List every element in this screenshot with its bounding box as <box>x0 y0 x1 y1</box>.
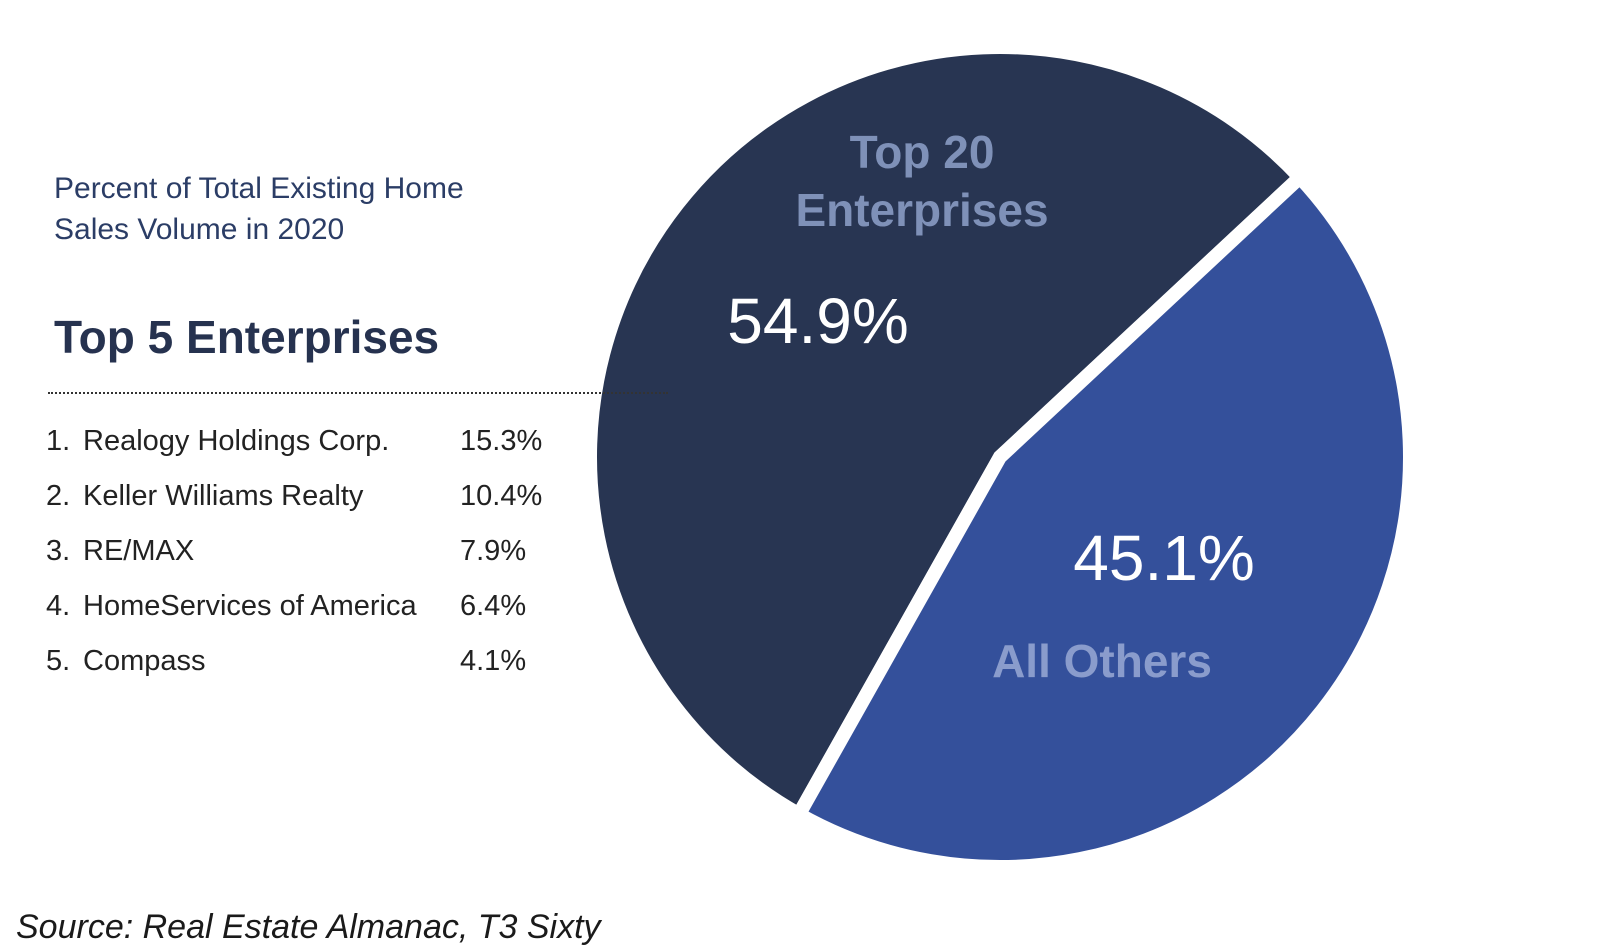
ranking-title: Top 5 Enterprises <box>54 311 440 363</box>
ranking-row: 4. HomeServices of America 6.4% <box>46 590 566 645</box>
enterprise-name: Compass <box>83 645 206 677</box>
enterprise-share: 6.4% <box>460 590 527 622</box>
rank-number: 2. <box>46 480 71 512</box>
chart-title: Percent of Total Existing Home Sales Vol… <box>54 172 464 246</box>
enterprise-share: 4.1% <box>460 645 527 677</box>
ranking-list: 1. Realogy Holdings Corp. 15.3% 2. Kelle… <box>46 425 566 700</box>
ranking-row: 2. Keller Williams Realty 10.4% <box>46 480 566 535</box>
enterprise-name: RE/MAX <box>83 535 195 567</box>
rank-number: 4. <box>46 590 71 622</box>
slice-name-label: Top 20 <box>850 126 995 178</box>
ranking-row: 1. Realogy Holdings Corp. 15.3% <box>46 425 566 480</box>
enterprise-name: HomeServices of America <box>83 590 417 622</box>
rank-number: 5. <box>46 645 71 677</box>
ranking-row: 3. RE/MAX 7.9% <box>46 535 566 590</box>
dotted-divider <box>48 392 668 394</box>
enterprise-share: 15.3% <box>460 425 543 457</box>
enterprise-share: 7.9% <box>460 535 527 567</box>
slice-name-label: Enterprises <box>795 184 1048 236</box>
enterprise-name: Keller Williams Realty <box>83 480 364 512</box>
enterprise-name: Realogy Holdings Corp. <box>83 425 390 457</box>
rank-number: 3. <box>46 535 71 567</box>
source-note: Source: Real Estate Almanac, T3 Sixty <box>16 908 601 946</box>
ranking-row: 5. Compass 4.1% <box>46 645 566 700</box>
enterprise-share: 10.4% <box>460 480 543 512</box>
pie-slice <box>789 167 1417 874</box>
slice-name-label: All Others <box>992 635 1212 687</box>
pie-slice <box>583 39 1310 824</box>
slice-value-label: 54.9% <box>727 285 908 357</box>
slice-value-label: 45.1% <box>1073 522 1254 594</box>
rank-number: 1. <box>46 425 71 457</box>
